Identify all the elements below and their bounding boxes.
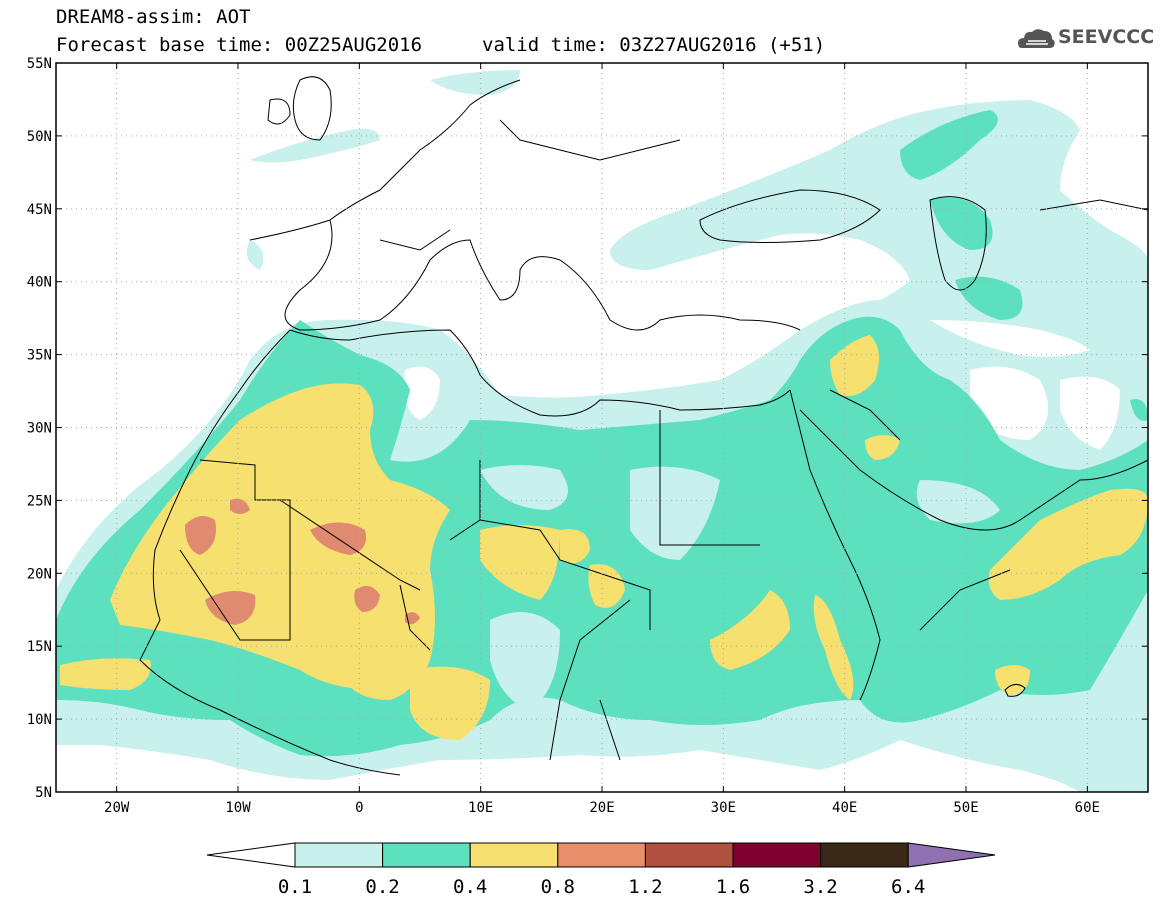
lat-tick-label: 20N bbox=[27, 566, 52, 582]
lon-tick-label: 0 bbox=[355, 800, 363, 816]
colorbar-arrow-right bbox=[907, 842, 996, 868]
map-title: DREAM8-assim: AOT bbox=[56, 6, 251, 28]
lat-tick-label: 45N bbox=[27, 202, 52, 218]
colorbar-label: 0.4 bbox=[453, 876, 487, 898]
colorbar-segment bbox=[557, 842, 646, 868]
aot-contour-0.4 bbox=[60, 335, 1148, 740]
map-axes: 5N 10N 15N 20N 25N 30N 35N 40N 45N 50N 55N 20W 10W 0 1… bbox=[27, 56, 1148, 816]
lat-tick-label: 25N bbox=[27, 493, 52, 509]
colorbar-label: 1.6 bbox=[716, 876, 750, 898]
lon-tick-label: 50E bbox=[953, 800, 978, 816]
aot-holes-0.1 bbox=[480, 465, 1000, 710]
lon-tick-label: 10W bbox=[225, 800, 251, 816]
lat-tick-label: 50N bbox=[27, 129, 52, 145]
colorbar-segment bbox=[820, 842, 909, 868]
lon-tick-label: 60E bbox=[1075, 800, 1100, 816]
colorbar-label: 0.1 bbox=[278, 876, 312, 898]
lat-tick-label: 15N bbox=[27, 639, 52, 655]
colorbar-label: 0.2 bbox=[365, 876, 399, 898]
lon-tick-label: 40E bbox=[832, 800, 857, 816]
coastlines bbox=[139, 76, 1148, 776]
lon-tick-label: 20W bbox=[104, 800, 130, 816]
logo-text: SEEVCCC bbox=[1058, 26, 1155, 48]
colorbar-label: 1.2 bbox=[628, 876, 662, 898]
lat-tick-label: 10N bbox=[27, 712, 52, 728]
cloud-icon bbox=[1018, 29, 1055, 48]
colorbar-label: 3.2 bbox=[803, 876, 837, 898]
forecast-base-time: Forecast base time: 00Z25AUG2016 bbox=[56, 34, 423, 56]
colorbar-label: 0.8 bbox=[541, 876, 575, 898]
lon-tick-label: 30E bbox=[711, 800, 736, 816]
colorbar: 0.1 0.2 0.4 0.8 1.2 1.6 3.2 6.4 bbox=[206, 842, 996, 898]
colorbar-segment bbox=[382, 842, 471, 868]
colorbar-segment bbox=[294, 842, 384, 868]
colorbar-arrow-left bbox=[206, 842, 296, 868]
grid-lines bbox=[56, 63, 1148, 792]
lat-tick-label: 35N bbox=[27, 348, 52, 364]
lat-tick-label: 5N bbox=[35, 785, 52, 801]
colorbar-segment bbox=[469, 842, 559, 868]
lat-tick-label: 30N bbox=[27, 421, 52, 437]
lat-tick-label: 40N bbox=[27, 275, 52, 291]
valid-time: valid time: 03Z27AUG2016 (+51) bbox=[482, 34, 826, 56]
lon-tick-label: 20E bbox=[589, 800, 614, 816]
colorbar-label: 6.4 bbox=[891, 876, 925, 898]
lat-tick-label: 55N bbox=[27, 56, 52, 72]
lon-tick-label: 10E bbox=[468, 800, 493, 816]
colorbar-segment bbox=[732, 842, 822, 868]
colorbar-segment bbox=[644, 842, 734, 868]
